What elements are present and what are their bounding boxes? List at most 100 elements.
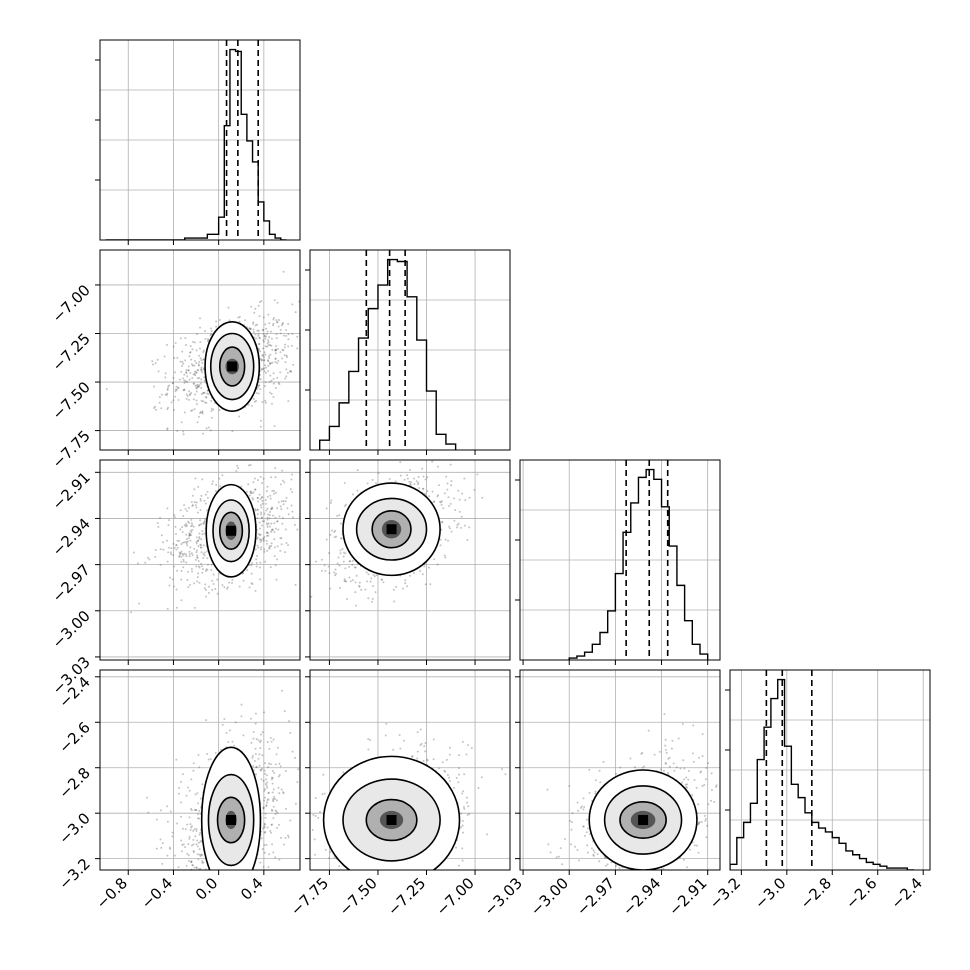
scatter-point: [205, 568, 208, 571]
scatter-point: [265, 774, 268, 777]
scatter-point: [202, 358, 205, 361]
scatter-point: [413, 477, 416, 480]
scatter-point: [263, 822, 266, 825]
scatter-point: [132, 551, 135, 554]
scatter-point: [461, 740, 464, 743]
scatter-point: [263, 843, 266, 846]
scatter-point: [200, 359, 203, 362]
scatter-point: [166, 428, 169, 431]
scatter-point: [274, 809, 277, 812]
scatter-point: [260, 299, 263, 302]
scatter-point: [184, 846, 187, 849]
scatter-point: [253, 759, 256, 762]
histogram-panel-0: [95, 39, 301, 245]
scatter-point: [270, 831, 273, 834]
scatter-point: [321, 793, 324, 796]
scatter-point: [189, 828, 192, 831]
scatter-point: [401, 587, 404, 590]
scatter-point: [272, 851, 275, 854]
scatter-point: [196, 576, 199, 579]
scatter-point: [205, 427, 208, 430]
scatter-point: [272, 324, 275, 327]
scatter-point: [274, 516, 277, 519]
scatter-point: [183, 388, 186, 391]
scatter-point: [583, 805, 586, 808]
scatter-point: [351, 579, 354, 582]
scatter-point: [265, 539, 268, 542]
scatter-point: [324, 848, 327, 851]
scatter-point: [192, 838, 195, 841]
scatter-point: [216, 896, 218, 898]
scatter-point: [198, 376, 201, 379]
scatter-point: [174, 390, 177, 393]
scatter-point: [267, 791, 270, 794]
scatter-point: [257, 533, 260, 536]
scatter-point: [269, 763, 272, 766]
scatter-point: [268, 546, 271, 549]
scatter-point: [224, 926, 226, 928]
scatter-point: [273, 299, 276, 302]
scatter-point: [270, 379, 273, 382]
scatter-point: [190, 531, 193, 534]
scatter-point: [194, 935, 196, 937]
scatter-point: [195, 501, 198, 504]
scatter-point: [194, 477, 197, 480]
scatter-point: [302, 501, 304, 503]
scatter-point: [190, 363, 193, 366]
scatter-point: [317, 816, 320, 819]
scatter-point: [266, 495, 269, 498]
scatter-point: [287, 333, 290, 336]
scatter-point: [288, 370, 291, 373]
scatter-point: [327, 899, 329, 901]
scatter-point: [186, 544, 189, 547]
scatter-point: [267, 341, 270, 344]
scatter-point: [275, 491, 278, 494]
scatter-point: [252, 491, 255, 494]
scatter-point: [258, 493, 261, 496]
scatter-point: [267, 344, 270, 347]
scatter-point: [204, 502, 207, 505]
scatter-point: [266, 826, 269, 829]
scatter-point: [231, 740, 234, 743]
scatter-point: [144, 561, 147, 564]
scatter-point: [160, 407, 163, 410]
scatter-point: [205, 719, 208, 722]
scatter-point: [259, 533, 262, 536]
scatter-point: [188, 870, 190, 872]
scatter-point: [267, 364, 270, 367]
scatter-point: [178, 551, 181, 554]
scatter-point: [186, 852, 189, 855]
scatter-point: [291, 303, 294, 306]
scatter-point: [201, 861, 204, 864]
scatter-point: [303, 862, 305, 864]
scatter-point: [375, 874, 377, 876]
scatter-point: [263, 385, 266, 388]
scatter-point: [267, 513, 270, 516]
scatter-point: [348, 883, 350, 885]
scatter-point: [413, 483, 416, 486]
scatter-point: [177, 866, 180, 869]
scatter-point: [452, 786, 455, 789]
scatter-point: [180, 780, 183, 783]
scatter-point: [355, 604, 358, 607]
scatter-point: [255, 554, 258, 557]
scatter-point: [262, 354, 265, 357]
scatter-point: [199, 919, 201, 921]
scatter-point: [199, 797, 202, 800]
panel-content: [100, 460, 304, 660]
scatter-point: [188, 393, 191, 396]
scatter-point: [406, 585, 409, 588]
scatter-point: [271, 489, 274, 492]
scatter-point: [629, 757, 632, 760]
scatter-point: [196, 377, 199, 380]
scatter-point: [254, 747, 257, 750]
scatter-point: [282, 270, 285, 273]
scatter-point: [199, 546, 202, 549]
scatter-point: [282, 792, 285, 795]
scatter-point: [413, 903, 415, 905]
scatter-point: [337, 900, 339, 902]
scatter-point: [169, 810, 172, 813]
scatter-point: [180, 560, 183, 563]
scatter-point: [381, 878, 383, 880]
scatter-point: [404, 871, 406, 873]
